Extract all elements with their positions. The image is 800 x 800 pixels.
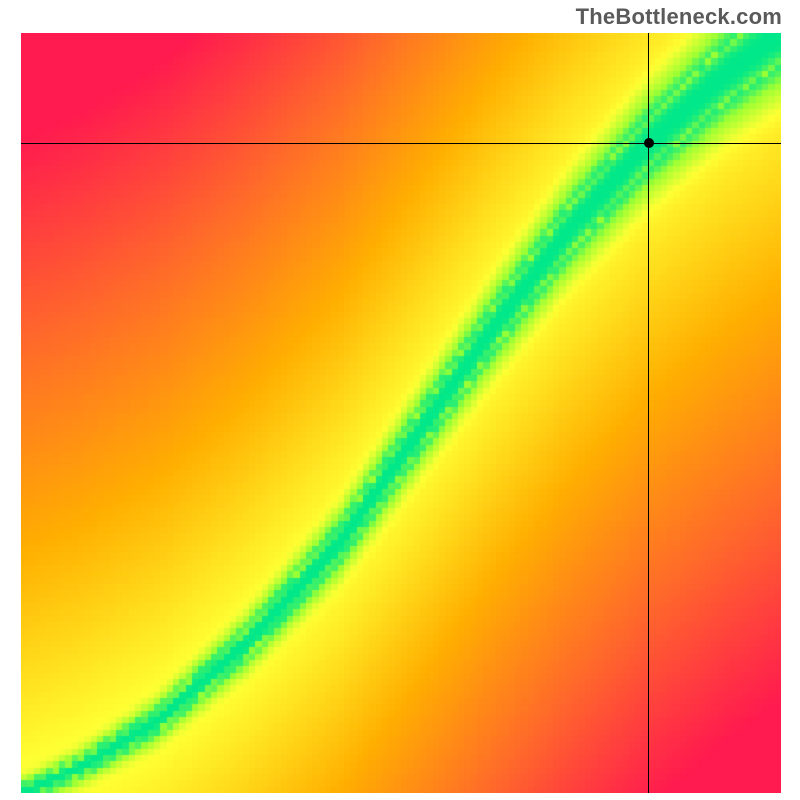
bottleneck-heatmap [21,33,781,793]
crosshair-horizontal-line [21,143,781,144]
plot-area [21,33,781,793]
watermark-text: TheBottleneck.com [576,4,782,30]
crosshair-marker [644,138,654,148]
